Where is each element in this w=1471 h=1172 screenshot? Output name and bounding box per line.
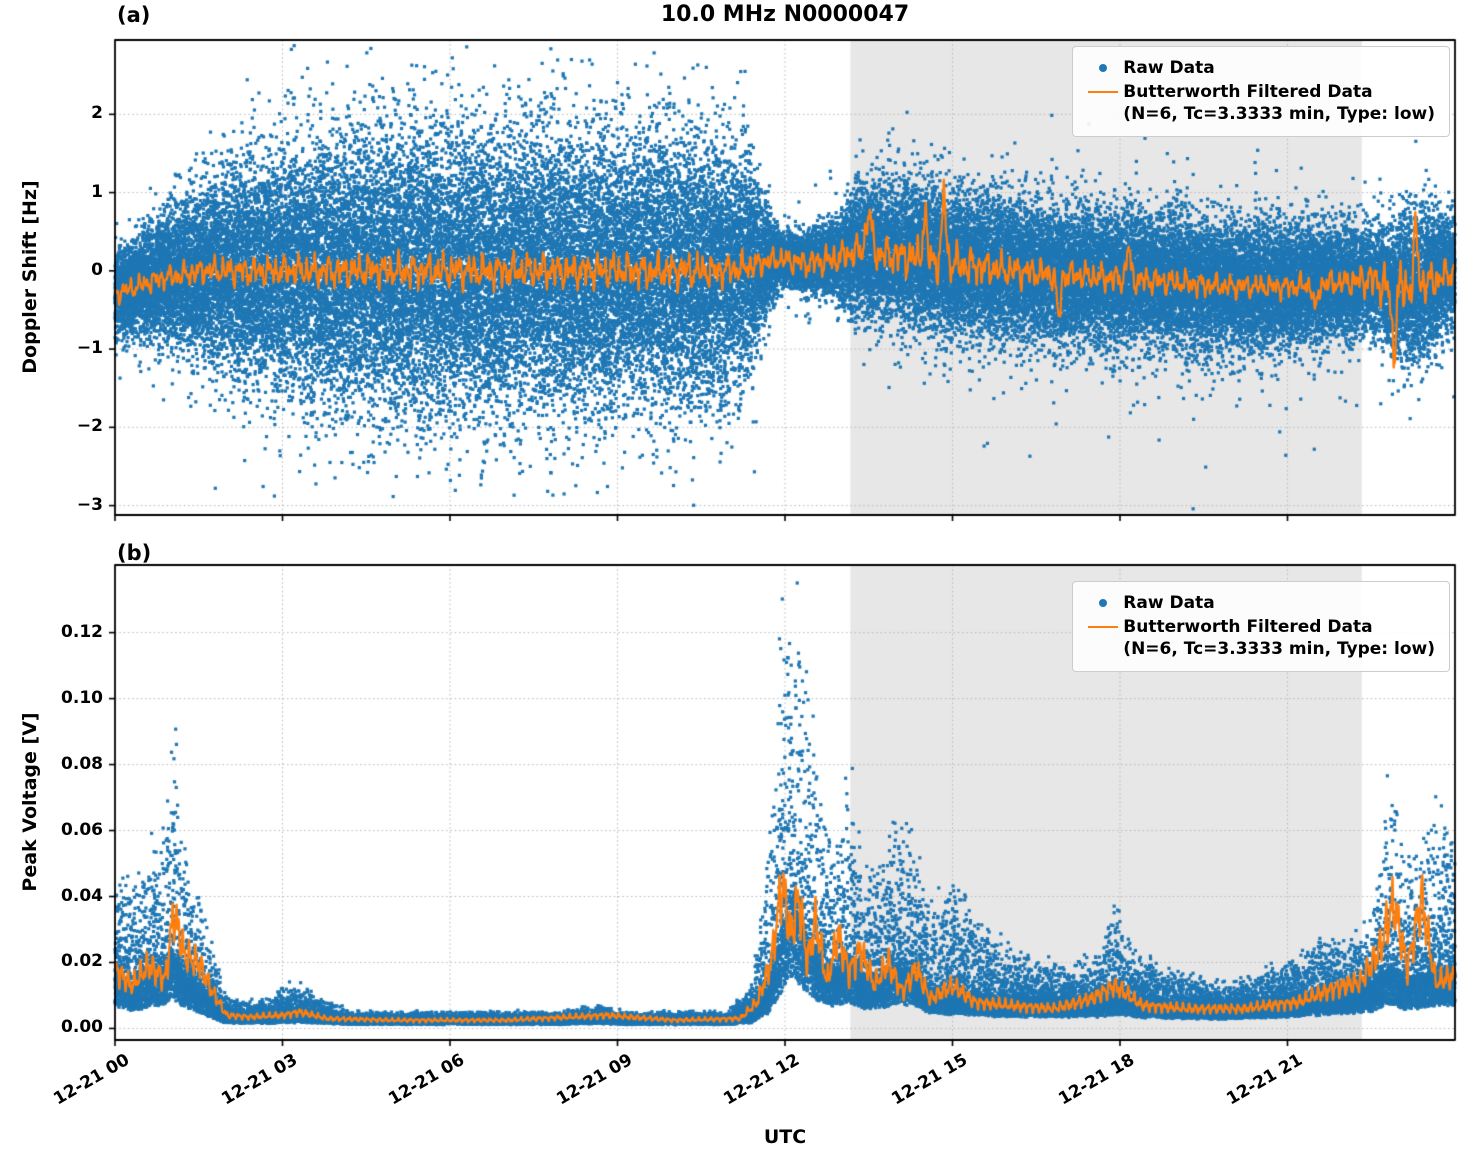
legend-raw-data-label: Raw Data: [1123, 58, 1215, 78]
legend-filtered-label: Butterworth Filtered Data: [1123, 617, 1373, 638]
legend-filtered-row: Butterworth Filtered Data (N=6, Tc=3.333…: [1083, 81, 1435, 125]
legend-filtered-sublabel: (N=6, Tc=3.3333 min, Type: low): [1123, 639, 1435, 660]
filtered-line-marker-icon: [1083, 81, 1123, 103]
panel-a-label: (a): [117, 3, 151, 27]
legend-filtered-row: Butterworth Filtered Data (N=6, Tc=3.333…: [1083, 616, 1435, 660]
legend-filtered-label: Butterworth Filtered Data: [1123, 82, 1373, 103]
legend-raw-data-row: Raw Data: [1083, 57, 1435, 79]
y-tick-label: 0.00: [61, 1017, 103, 1038]
y-tick-label: 0.12: [61, 621, 103, 642]
legend-raw-data-label: Raw Data: [1123, 593, 1215, 613]
legend-panel-b: Raw Data Butterworth Filtered Data (N=6,…: [1072, 581, 1450, 673]
x-axis-label: UTC: [763, 1126, 807, 1148]
legend-raw-data-row: Raw Data: [1083, 592, 1435, 614]
raw-data-marker-icon: [1083, 57, 1123, 79]
y-tick-label: 0.10: [61, 687, 103, 708]
filtered-line-marker-icon: [1083, 616, 1123, 638]
legend-panel-a: Raw Data Butterworth Filtered Data (N=6,…: [1072, 46, 1450, 138]
panel-b-y-axis-label: Peak Voltage [V]: [19, 712, 41, 892]
y-tick-label: 2: [91, 103, 103, 124]
y-tick-label: 0: [91, 259, 103, 280]
y-tick-label: 0.08: [61, 753, 103, 774]
y-tick-label: −3: [76, 494, 103, 515]
y-tick-label: −1: [76, 338, 103, 359]
y-tick-label: −2: [76, 416, 103, 437]
y-tick-label: 0.04: [61, 885, 103, 906]
y-tick-label: 1: [91, 181, 103, 202]
y-tick-label: 0.06: [61, 819, 103, 840]
panel-b-label: (b): [117, 541, 152, 565]
chart-title: 10.0 MHz N0000047: [660, 2, 910, 27]
legend-filtered-sublabel: (N=6, Tc=3.3333 min, Type: low): [1123, 104, 1435, 125]
y-tick-label: 0.02: [61, 951, 103, 972]
raw-data-marker-icon: [1083, 592, 1123, 614]
